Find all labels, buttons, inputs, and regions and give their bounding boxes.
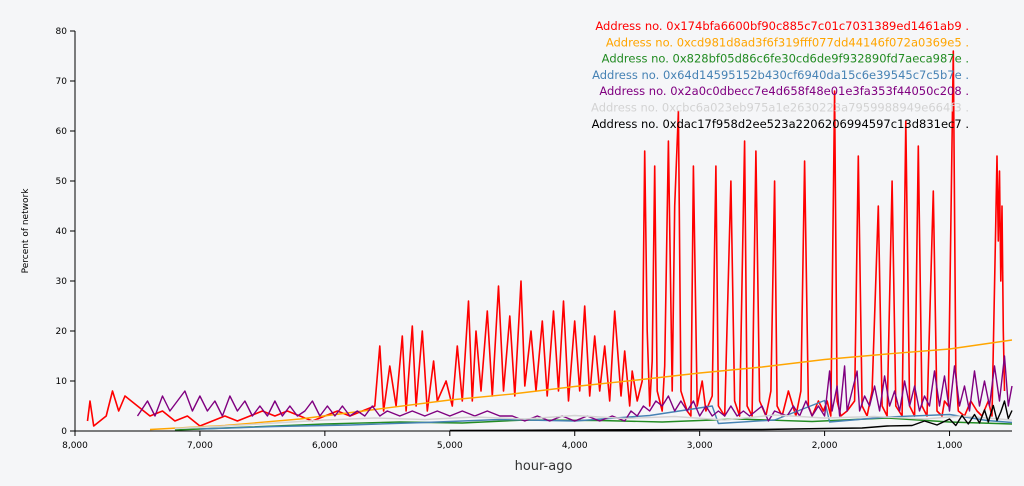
legend-entry-2: Address no. 0xcd981d8ad3f6f319fff077dd44…	[606, 35, 969, 49]
y-tick-label: 80	[56, 27, 68, 37]
series-layer	[86, 50, 1013, 432]
legend-entry-1: Address no. 0x174bfa6600bf90c885c7c01c70…	[595, 19, 969, 33]
x-tick-label: 2,000	[812, 441, 838, 451]
legend-entry-7: Address no. 0xdac17f958d2ee523a220620699…	[592, 117, 969, 131]
x-axis-label: hour-ago	[515, 459, 573, 474]
x-tick-label: 6,000	[312, 441, 338, 451]
y-tick-label: 60	[56, 127, 68, 137]
x-tick-label: 3,000	[687, 441, 713, 451]
legend-entry-5: Address no. 0x2a0c0dbecc7e4d658f48e01e3f…	[599, 84, 969, 98]
y-tick-label: 30	[56, 277, 68, 287]
x-tick-label: 7,000	[187, 441, 213, 451]
series-line-7	[449, 400, 1013, 432]
series-line-4	[199, 399, 1013, 430]
x-tick-label: 4,000	[562, 441, 588, 451]
legend-entry-4: Address no. 0x64d14595152b430cf6940da15c…	[592, 68, 969, 82]
series-line-5	[136, 355, 1013, 422]
x-tick-label: 1,000	[937, 441, 963, 451]
axes-layer: 8,000 7,000 6,000 5,000 4,000 3,000 2,000 1,000…	[21, 27, 1012, 474]
series-line-1	[86, 50, 1006, 427]
x-tick-label: 5,000	[437, 441, 463, 451]
y-tick-label: 40	[56, 227, 68, 237]
x-tick-label: 8,000	[62, 441, 88, 451]
legend-entry-6: Address no. 0xcbc6a023eb975a1e2630223a79…	[591, 101, 969, 115]
y-tick-label: 50	[56, 177, 68, 187]
y-axis-ticks: 0 10 20 30 40 50 60 70 80	[56, 27, 75, 437]
x-axis-ticks: 8,000 7,000 6,000 5,000 4,000 3,000 2,000 1,000	[62, 431, 963, 451]
y-tick-label: 10	[56, 377, 68, 387]
y-tick-label: 0	[61, 427, 67, 437]
series-line-6	[174, 414, 1013, 430]
legend: Address no. 0x174bfa6600bf90c885c7c01c70…	[591, 19, 969, 131]
y-tick-label: 20	[56, 327, 68, 337]
y-axis-label: Percent of network	[21, 188, 31, 274]
series-line-2	[149, 339, 1013, 431]
legend-entry-3: Address no. 0x828bf05d86c6fe30cd6de9f932…	[602, 52, 969, 66]
y-tick-label: 70	[56, 77, 68, 87]
